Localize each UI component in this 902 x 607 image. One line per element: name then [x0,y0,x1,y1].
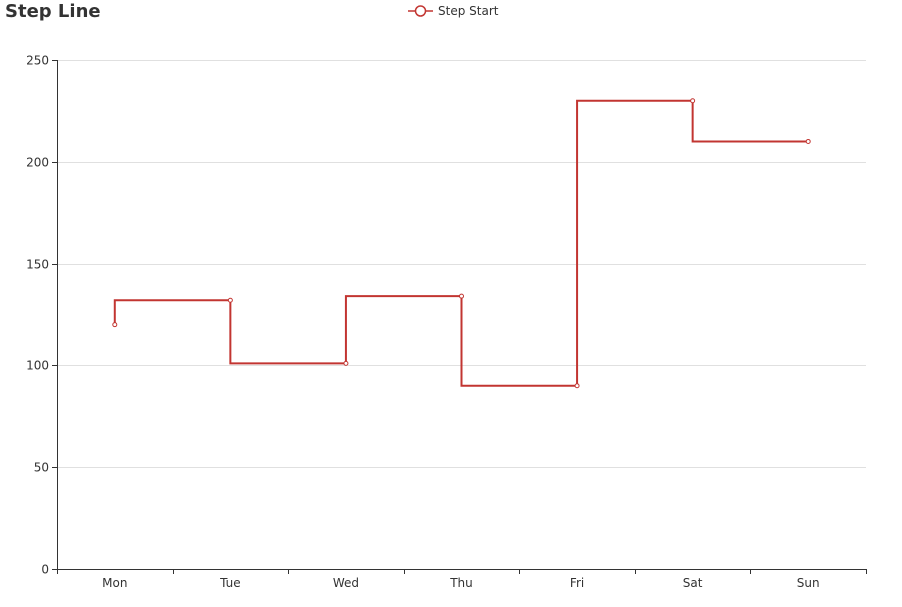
x-tick-label: Fri [570,576,584,590]
data-point[interactable] [805,138,811,144]
legend-label[interactable]: Step Start [438,4,499,18]
x-tick-label: Thu [449,576,473,590]
data-point[interactable] [459,293,464,299]
x-tick-label: Mon [102,576,127,590]
x-tick-label: Wed [333,576,359,590]
chart-title: Step Line [5,1,101,22]
legend-marker-icon[interactable] [414,5,427,17]
y-tick-label: 100 [26,359,49,373]
x-tick-label: Sat [683,576,703,590]
data-point[interactable] [227,297,233,303]
data-point[interactable] [112,322,118,328]
y-tick-label: 200 [26,156,49,170]
y-tick-label: 50 [34,461,49,475]
y-tick-label: 150 [26,258,49,272]
x-tick-label: Sun [797,576,820,590]
y-tick-label: 0 [41,563,49,577]
data-point[interactable] [574,383,580,389]
data-point[interactable] [343,360,349,366]
data-point[interactable] [690,98,696,104]
y-tick-label: 250 [26,54,49,68]
series-line [113,99,809,387]
x-tick-label: Tue [219,576,241,590]
